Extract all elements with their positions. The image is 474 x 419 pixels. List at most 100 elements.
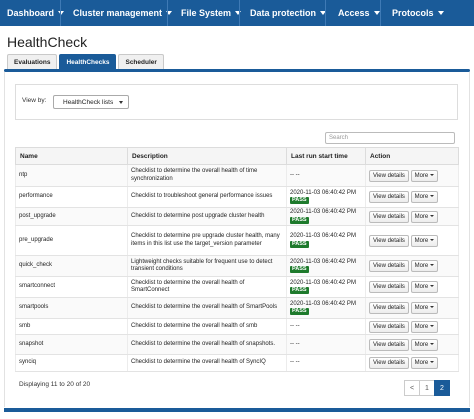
- table-row: snapshot Checklist to determine the overa…: [15, 334, 459, 355]
- status-badge: PASS: [290, 308, 309, 315]
- nav-protocols[interactable]: Protocols: [381, 0, 451, 26]
- nav-divider: [167, 0, 168, 26]
- row-last-run: 2020-11-03 06:40:42 PM PASS: [286, 297, 366, 319]
- more-button[interactable]: More: [410, 210, 439, 223]
- row-description: Checklist to determine the overall healt…: [127, 334, 287, 355]
- row-last-run: 2020-11-03 06:40:42 PM PASS: [286, 207, 366, 226]
- row-description: Checklist to determine the overall healt…: [127, 276, 287, 298]
- more-button[interactable]: More: [410, 234, 439, 247]
- status-badge: PASS: [290, 287, 309, 294]
- nav-label: File System: [181, 8, 232, 18]
- chevron-down-icon: [235, 11, 242, 15]
- row-name: quick_check: [15, 255, 128, 277]
- table-row: smartpools Checklist to determine the ove…: [15, 297, 459, 319]
- table-header-row: Name Description Last run start time Act…: [15, 147, 459, 165]
- tab-healthchecks[interactable]: HealthChecks: [59, 54, 117, 69]
- prev-page-button[interactable]: <: [404, 380, 420, 396]
- last-run-time: 2020-11-03 06:40:42 PM: [290, 209, 356, 215]
- chevron-down-icon: [430, 195, 435, 198]
- row-description: Checklist to determine the overall healt…: [127, 318, 287, 335]
- row-actions: View details More: [365, 207, 459, 226]
- more-label: More: [414, 172, 429, 179]
- nav-data-protection[interactable]: Data protection: [240, 0, 327, 26]
- more-button[interactable]: More: [410, 320, 439, 333]
- chevron-down-icon: [430, 324, 435, 327]
- page-2-button[interactable]: 2: [434, 380, 450, 396]
- tab-underline: [4, 69, 470, 72]
- more-button[interactable]: More: [410, 281, 439, 293]
- status-badge: PASS: [290, 240, 309, 248]
- view-details-button[interactable]: View details: [369, 281, 409, 293]
- chevron-down-icon: [430, 306, 435, 309]
- chevron-down-icon: [430, 173, 435, 176]
- view-details-button[interactable]: View details: [369, 320, 409, 333]
- row-actions: View details More: [365, 186, 459, 208]
- row-actions: View details More: [365, 276, 459, 298]
- chevron-down-icon: [430, 214, 435, 217]
- nav-file-system[interactable]: File System: [168, 0, 242, 26]
- tab-scheduler[interactable]: Scheduler: [118, 54, 164, 69]
- more-button[interactable]: More: [410, 302, 439, 314]
- view-details-button[interactable]: View details: [369, 234, 409, 247]
- more-button[interactable]: More: [410, 357, 439, 369]
- status-badge: PASS: [290, 266, 309, 273]
- nav-divider: [380, 0, 381, 26]
- row-actions: View details More: [365, 164, 459, 187]
- table-row: synciq Checklist to determine the overall…: [15, 354, 459, 372]
- chevron-down-icon: [166, 11, 173, 15]
- more-button[interactable]: More: [410, 191, 439, 203]
- chevron-down-icon: [430, 342, 435, 345]
- more-button[interactable]: More: [410, 169, 439, 182]
- column-header-description[interactable]: Description: [127, 147, 287, 165]
- more-label: More: [414, 305, 429, 311]
- row-name: synciq: [15, 354, 128, 372]
- view-by-select[interactable]: HealthCheck lists: [53, 95, 129, 109]
- table-row: post_upgrade Checklist to determine post …: [15, 207, 459, 226]
- row-description: Lightweight checks suitable for frequent…: [127, 255, 287, 277]
- view-details-button[interactable]: View details: [369, 191, 409, 203]
- view-details-button[interactable]: View details: [369, 260, 409, 272]
- nav-cluster-management[interactable]: Cluster management: [61, 0, 173, 26]
- nav-divider: [325, 0, 326, 26]
- table-row: performance Checklist to troubleshoot gen…: [15, 186, 459, 208]
- row-name: smb: [15, 318, 128, 335]
- nav-access[interactable]: Access: [326, 0, 380, 26]
- row-last-run: 2020-11-03 06:40:42 PM PASS: [286, 225, 366, 256]
- view-details-button[interactable]: View details: [369, 302, 409, 314]
- more-label: More: [414, 237, 429, 244]
- last-run-time: -- --: [290, 171, 300, 178]
- more-label: More: [414, 323, 429, 330]
- view-details-button[interactable]: View details: [369, 210, 409, 223]
- chevron-down-icon: [430, 361, 435, 364]
- last-run-time: 2020-11-03 06:40:42 PM: [290, 233, 356, 239]
- view-details-button[interactable]: View details: [369, 338, 409, 351]
- row-actions: View details More: [365, 318, 459, 335]
- row-last-run: -- --: [286, 318, 366, 335]
- more-label: More: [414, 194, 429, 200]
- row-last-run: -- --: [286, 354, 366, 372]
- more-button[interactable]: More: [410, 260, 439, 272]
- chevron-down-icon: [430, 285, 435, 288]
- view-details-button[interactable]: View details: [369, 169, 409, 182]
- row-last-run: -- --: [286, 164, 366, 187]
- chevron-down-icon: [437, 11, 444, 15]
- tab-evaluations[interactable]: Evaluations: [7, 54, 58, 69]
- view-details-button[interactable]: View details: [369, 357, 409, 369]
- column-header-last-run[interactable]: Last run start time: [286, 147, 366, 165]
- more-button[interactable]: More: [410, 338, 439, 351]
- table-body: ntp Checklist to determine the overall he…: [15, 164, 459, 372]
- nav-label: Dashboard: [7, 8, 55, 18]
- table-row: quick_check Lightweight checks suitable f…: [15, 255, 459, 277]
- top-navigation: Dashboard Cluster management File System…: [0, 0, 474, 26]
- chevron-down-icon: [430, 264, 435, 267]
- search-input[interactable]: Search: [325, 132, 455, 144]
- page-1-button[interactable]: 1: [419, 380, 435, 396]
- column-header-name[interactable]: Name: [15, 147, 128, 165]
- chevron-down-icon: [430, 238, 435, 241]
- row-last-run: 2020-11-03 06:40:42 PM PASS: [286, 255, 366, 277]
- row-description: Checklist to determine the overall healt…: [127, 297, 287, 319]
- view-by-label: View by:: [22, 97, 47, 104]
- row-description: Checklist to determine the overall healt…: [127, 354, 287, 372]
- nav-dashboard[interactable]: Dashboard: [0, 0, 65, 26]
- table-row: smb Checklist to determine the overall he…: [15, 318, 459, 335]
